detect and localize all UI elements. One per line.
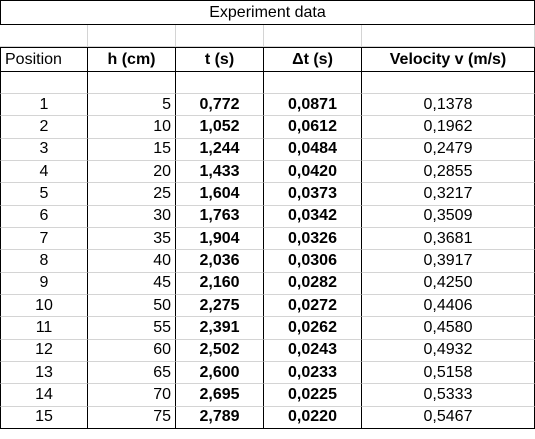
cell-position[interactable]: 4	[0, 160, 88, 184]
spacer-cell[interactable]	[362, 25, 535, 47]
header-h[interactable]: h (cm)	[88, 47, 176, 72]
cell-velocity[interactable]: 0,3917	[362, 250, 535, 273]
cell-h[interactable]: 45	[88, 272, 176, 295]
cell-delta-t[interactable]: 0,0233	[264, 361, 362, 385]
cell-t[interactable]: 2,502	[176, 339, 264, 362]
spacer-cell[interactable]	[0, 25, 88, 47]
cell-delta-t[interactable]: 0,0272	[264, 294, 362, 318]
header-position[interactable]: Position	[0, 47, 88, 72]
cell-t[interactable]: 2,275	[176, 294, 264, 318]
cell-position[interactable]: 6	[0, 205, 88, 228]
cell-t[interactable]: 0,772	[176, 94, 264, 117]
cell-velocity[interactable]: 0,2479	[362, 138, 535, 161]
cell-h[interactable]: 75	[88, 406, 176, 429]
spacer-cell[interactable]	[88, 25, 176, 47]
cell-velocity[interactable]: 0,5158	[362, 361, 535, 385]
cell-velocity[interactable]: 0,4406	[362, 294, 535, 318]
cell-delta-t[interactable]: 0,0612	[264, 116, 362, 139]
cell-delta-t[interactable]: 0,0326	[264, 227, 362, 251]
cell-position[interactable]: 12	[0, 339, 88, 362]
cell-delta-t[interactable]: 0,0262	[264, 317, 362, 340]
cell-delta-t[interactable]: 0,0243	[264, 339, 362, 362]
cell-delta-t[interactable]: 0,0871	[264, 94, 362, 117]
cell-position[interactable]: 15	[0, 406, 88, 429]
spacer-cell[interactable]	[264, 25, 362, 47]
cell-delta-t[interactable]: 0,0306	[264, 250, 362, 273]
empty-cell[interactable]	[176, 72, 264, 94]
cell-t[interactable]: 2,160	[176, 272, 264, 295]
cell-position[interactable]: 11	[0, 317, 88, 340]
cell-velocity[interactable]: 0,1378	[362, 94, 535, 117]
cell-t[interactable]: 1,763	[176, 205, 264, 228]
cell-h[interactable]: 35	[88, 227, 176, 251]
cell-t[interactable]: 2,600	[176, 361, 264, 385]
cell-h[interactable]: 15	[88, 138, 176, 161]
cell-delta-t[interactable]: 0,0342	[264, 205, 362, 228]
header-t[interactable]: t (s)	[176, 47, 264, 72]
empty-cell[interactable]	[362, 72, 535, 94]
cell-h[interactable]: 20	[88, 160, 176, 184]
cell-t[interactable]: 2,789	[176, 406, 264, 429]
cell-t[interactable]: 2,391	[176, 317, 264, 340]
empty-cell[interactable]	[264, 72, 362, 94]
cell-velocity[interactable]: 0,4580	[362, 317, 535, 340]
empty-cell[interactable]	[88, 72, 176, 94]
cell-position[interactable]: 7	[0, 227, 88, 251]
cell-velocity[interactable]: 0,5333	[362, 384, 535, 407]
cell-delta-t[interactable]: 0,0220	[264, 406, 362, 429]
cell-h[interactable]: 55	[88, 317, 176, 340]
cell-velocity[interactable]: 0,3217	[362, 183, 535, 206]
cell-delta-t[interactable]: 0,0484	[264, 138, 362, 161]
cell-velocity[interactable]: 0,3509	[362, 205, 535, 228]
cell-position[interactable]: 9	[0, 272, 88, 295]
cell-velocity[interactable]: 0,4250	[362, 272, 535, 295]
cell-h[interactable]: 70	[88, 384, 176, 407]
cell-h[interactable]: 65	[88, 361, 176, 385]
cell-t[interactable]: 2,695	[176, 384, 264, 407]
cell-t[interactable]: 1,433	[176, 160, 264, 184]
cell-t[interactable]: 1,244	[176, 138, 264, 161]
cell-delta-t[interactable]: 0,0420	[264, 160, 362, 184]
cell-h[interactable]: 40	[88, 250, 176, 273]
cell-t[interactable]: 1,604	[176, 183, 264, 206]
cell-position[interactable]: 1	[0, 94, 88, 117]
cell-position[interactable]: 5	[0, 183, 88, 206]
spacer-cell[interactable]	[176, 25, 264, 47]
cell-position[interactable]: 2	[0, 116, 88, 139]
cell-h[interactable]: 25	[88, 183, 176, 206]
header-velocity[interactable]: Velocity v (m/s)	[362, 47, 535, 72]
cell-h[interactable]: 10	[88, 116, 176, 139]
cell-t[interactable]: 1,052	[176, 116, 264, 139]
cell-velocity[interactable]: 0,4932	[362, 339, 535, 362]
cell-position[interactable]: 10	[0, 294, 88, 318]
empty-cell[interactable]	[0, 72, 88, 94]
cell-position[interactable]: 13	[0, 361, 88, 385]
cell-velocity[interactable]: 0,1962	[362, 116, 535, 139]
cell-delta-t[interactable]: 0,0282	[264, 272, 362, 295]
table-title[interactable]: Experiment data	[0, 0, 535, 25]
cell-position[interactable]: 8	[0, 250, 88, 273]
cell-h[interactable]: 50	[88, 294, 176, 318]
cell-t[interactable]: 2,036	[176, 250, 264, 273]
header-delta-t[interactable]: Δt (s)	[264, 47, 362, 72]
cell-velocity[interactable]: 0,3681	[362, 227, 535, 251]
cell-h[interactable]: 5	[88, 94, 176, 117]
cell-velocity[interactable]: 0,2855	[362, 160, 535, 184]
cell-h[interactable]: 30	[88, 205, 176, 228]
cell-h[interactable]: 60	[88, 339, 176, 362]
cell-delta-t[interactable]: 0,0225	[264, 384, 362, 407]
cell-velocity[interactable]: 0,5467	[362, 406, 535, 429]
cell-position[interactable]: 3	[0, 138, 88, 161]
cell-t[interactable]: 1,904	[176, 227, 264, 251]
cell-delta-t[interactable]: 0,0373	[264, 183, 362, 206]
cell-position[interactable]: 14	[0, 384, 88, 407]
